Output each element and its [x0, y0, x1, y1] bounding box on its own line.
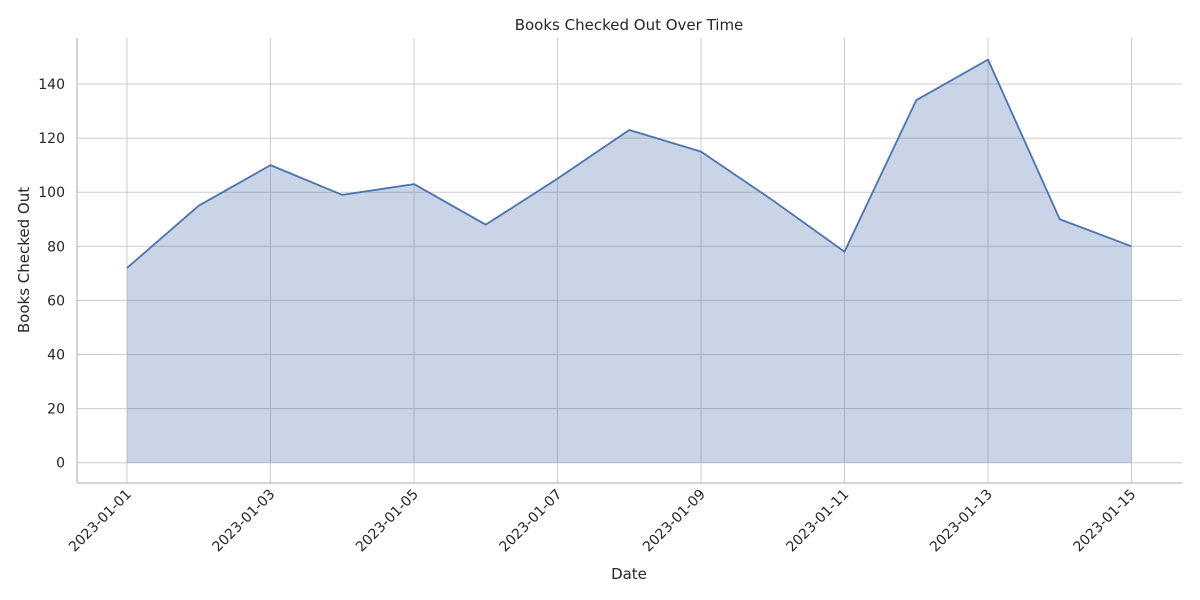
- y-axis-label: Books Checked Out: [15, 187, 33, 333]
- y-tick-label: 140: [38, 77, 65, 93]
- data-point: [700, 151, 702, 153]
- x-tick-label: 2023-01-07: [496, 487, 565, 556]
- y-tick-label: 100: [38, 185, 65, 201]
- data-point: [844, 251, 846, 253]
- grid: [77, 38, 1182, 483]
- y-tick-label: 20: [47, 402, 65, 418]
- data-point: [557, 178, 559, 180]
- x-tick-label: 2023-01-03: [209, 487, 278, 556]
- data-point: [1059, 218, 1061, 220]
- data-point: [915, 99, 917, 101]
- x-tick-label: 2023-01-05: [353, 487, 422, 556]
- x-tick-label: 2023-01-09: [640, 487, 709, 556]
- data-point: [772, 199, 774, 201]
- data-point: [485, 224, 487, 226]
- x-axis-label: Date: [611, 565, 647, 583]
- data-point: [1131, 245, 1133, 247]
- data-point: [628, 129, 630, 131]
- y-tick-label: 0: [56, 456, 65, 472]
- x-tick-label: 2023-01-11: [783, 487, 852, 556]
- x-tick-label: 2023-01-01: [66, 487, 135, 556]
- x-tick-label: 2023-01-13: [927, 487, 996, 556]
- y-tick-label: 60: [47, 293, 65, 309]
- axes: [76, 38, 1182, 484]
- data-point: [341, 194, 343, 196]
- data-point: [126, 267, 128, 269]
- data-point: [987, 59, 989, 61]
- y-tick-label: 40: [47, 348, 65, 364]
- data-point: [413, 183, 415, 185]
- data-point: [270, 164, 272, 166]
- y-tick-label: 120: [38, 131, 65, 147]
- area-layer: [126, 58, 1133, 463]
- chart-title: Books Checked Out Over Time: [515, 16, 744, 34]
- x-tick-label: 2023-01-15: [1070, 487, 1139, 556]
- data-point: [198, 205, 200, 207]
- y-tick-label: 80: [47, 239, 65, 255]
- area-fill: [127, 59, 1132, 463]
- series-line: [126, 58, 1132, 269]
